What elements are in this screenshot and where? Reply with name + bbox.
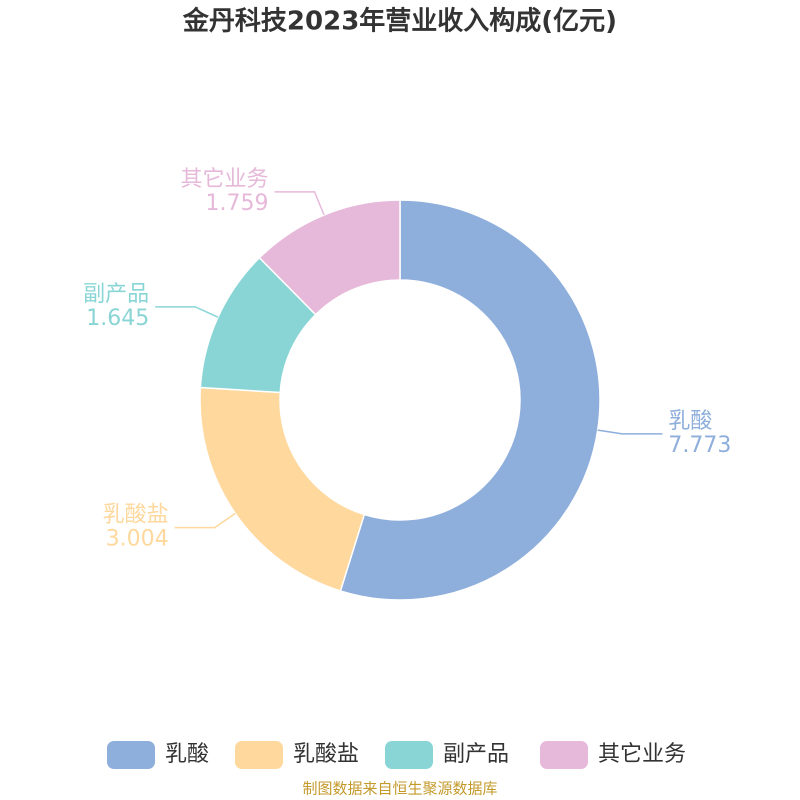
donut-slice <box>258 199 401 316</box>
legend-swatch <box>235 741 283 769</box>
value-label: 1.759 <box>206 191 269 216</box>
legend-label: 乳酸盐 <box>293 742 359 767</box>
source-note: 制图数据来自恒生聚源数据库 <box>302 780 497 798</box>
leader-line <box>174 512 236 529</box>
legend-label: 乳酸 <box>165 742 209 767</box>
leader-line <box>597 429 663 435</box>
legend-label: 副产品 <box>443 742 509 767</box>
value-label: 3.004 <box>106 527 169 552</box>
slice-label: 其它业务 <box>181 167 269 192</box>
legend-swatch <box>107 741 155 769</box>
leader-line <box>274 191 325 216</box>
value-label: 7.773 <box>668 433 731 458</box>
legend-swatch <box>385 741 433 769</box>
legend-swatch <box>540 741 588 769</box>
slice-label: 乳酸 <box>668 409 712 434</box>
legend-label: 其它业务 <box>598 742 686 767</box>
slice-label: 副产品 <box>83 282 149 307</box>
donut-slice <box>339 199 601 601</box>
value-label: 1.645 <box>86 306 149 331</box>
donut-slice <box>199 386 366 592</box>
chart-title: 金丹科技2023年营业收入构成(亿元) <box>182 6 617 37</box>
slice-label: 乳酸盐 <box>103 503 169 528</box>
leader-line <box>155 306 219 318</box>
